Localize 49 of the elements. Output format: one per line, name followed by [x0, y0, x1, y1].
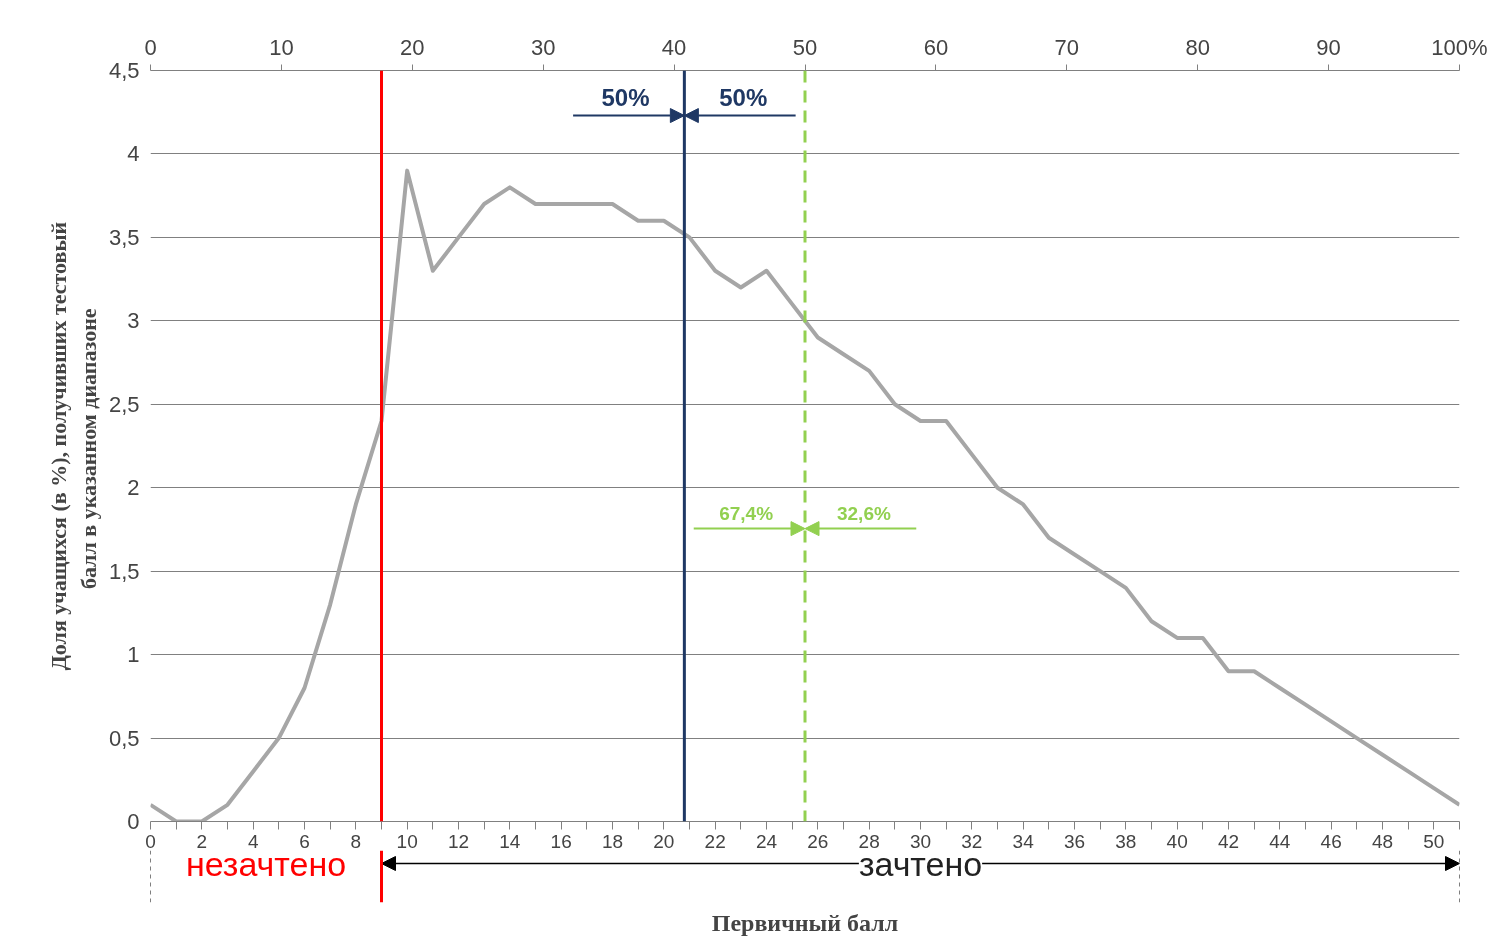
x2-tick-label: 40 — [661, 34, 687, 60]
x-tick-label: 40 — [1166, 830, 1188, 852]
x2-tick-label: 10 — [269, 34, 294, 60]
x2-tick-label: 80 — [1185, 34, 1210, 60]
x2-tick-label: 50 — [792, 34, 818, 60]
x-tick-label: 14 — [499, 830, 521, 852]
x-tick-label: 16 — [550, 830, 572, 852]
x2-tick-label: 20 — [400, 34, 425, 60]
x-tick-label: 0 — [145, 830, 156, 852]
x-tick-label: 26 — [807, 830, 829, 852]
y-tick-label: 2 — [127, 475, 140, 501]
x-tick-label: 8 — [350, 830, 362, 852]
annotation: 32,6% — [836, 502, 891, 524]
x-tick-label: 12 — [447, 830, 470, 852]
y-tick-label: 4 — [127, 141, 140, 167]
x2-tick-label: 0 — [144, 34, 157, 60]
x-tick-label: 48 — [1371, 830, 1394, 852]
annotation: 50% — [601, 83, 650, 111]
y-axis-title: Доля учащихся (в %), получивших тестовый балл в указанном диапазоне — [45, 221, 101, 671]
x-tick-label: 44 — [1269, 830, 1291, 852]
x2-tick-label: 70 — [1054, 34, 1080, 60]
x-tick-label: 20 — [653, 830, 675, 852]
x-tick-label: 22 — [704, 830, 726, 852]
y-tick-label: 3 — [127, 308, 140, 334]
x-tick-label: 18 — [601, 830, 624, 852]
x-tick-label: 6 — [299, 830, 310, 852]
annotation: 67,4% — [719, 502, 774, 524]
y-tick-label: 2,5 — [108, 391, 140, 417]
x2-tick-label: 30 — [530, 34, 556, 60]
y-tick-label: 1,5 — [108, 558, 140, 584]
x-axis-title: Первичный балл — [711, 909, 899, 936]
x2-tick-label: 100% — [1431, 34, 1488, 60]
x-tick-label: 4 — [247, 830, 259, 852]
x-tick-label: 10 — [396, 830, 418, 852]
x-tick-label: 50 — [1423, 830, 1445, 852]
y-tick-label: 1 — [127, 642, 140, 668]
x2-tick-label: 90 — [1316, 34, 1341, 60]
annotation: 50% — [719, 83, 768, 111]
y-tick-label: 0,5 — [108, 725, 140, 751]
x-tick-label: 38 — [1115, 830, 1137, 852]
y-tick-label: 4,5 — [108, 58, 140, 83]
y-tick-label: 0 — [127, 809, 140, 834]
x-tick-label: 36 — [1063, 830, 1086, 852]
x-tick-label: 34 — [1012, 830, 1035, 852]
x-tick-label: 24 — [755, 830, 778, 852]
x2-tick-label: 60 — [923, 34, 949, 60]
y-tick-label: 3,5 — [108, 224, 140, 250]
x-tick-label: 46 — [1320, 830, 1342, 852]
x-tick-label: 42 — [1217, 830, 1240, 852]
